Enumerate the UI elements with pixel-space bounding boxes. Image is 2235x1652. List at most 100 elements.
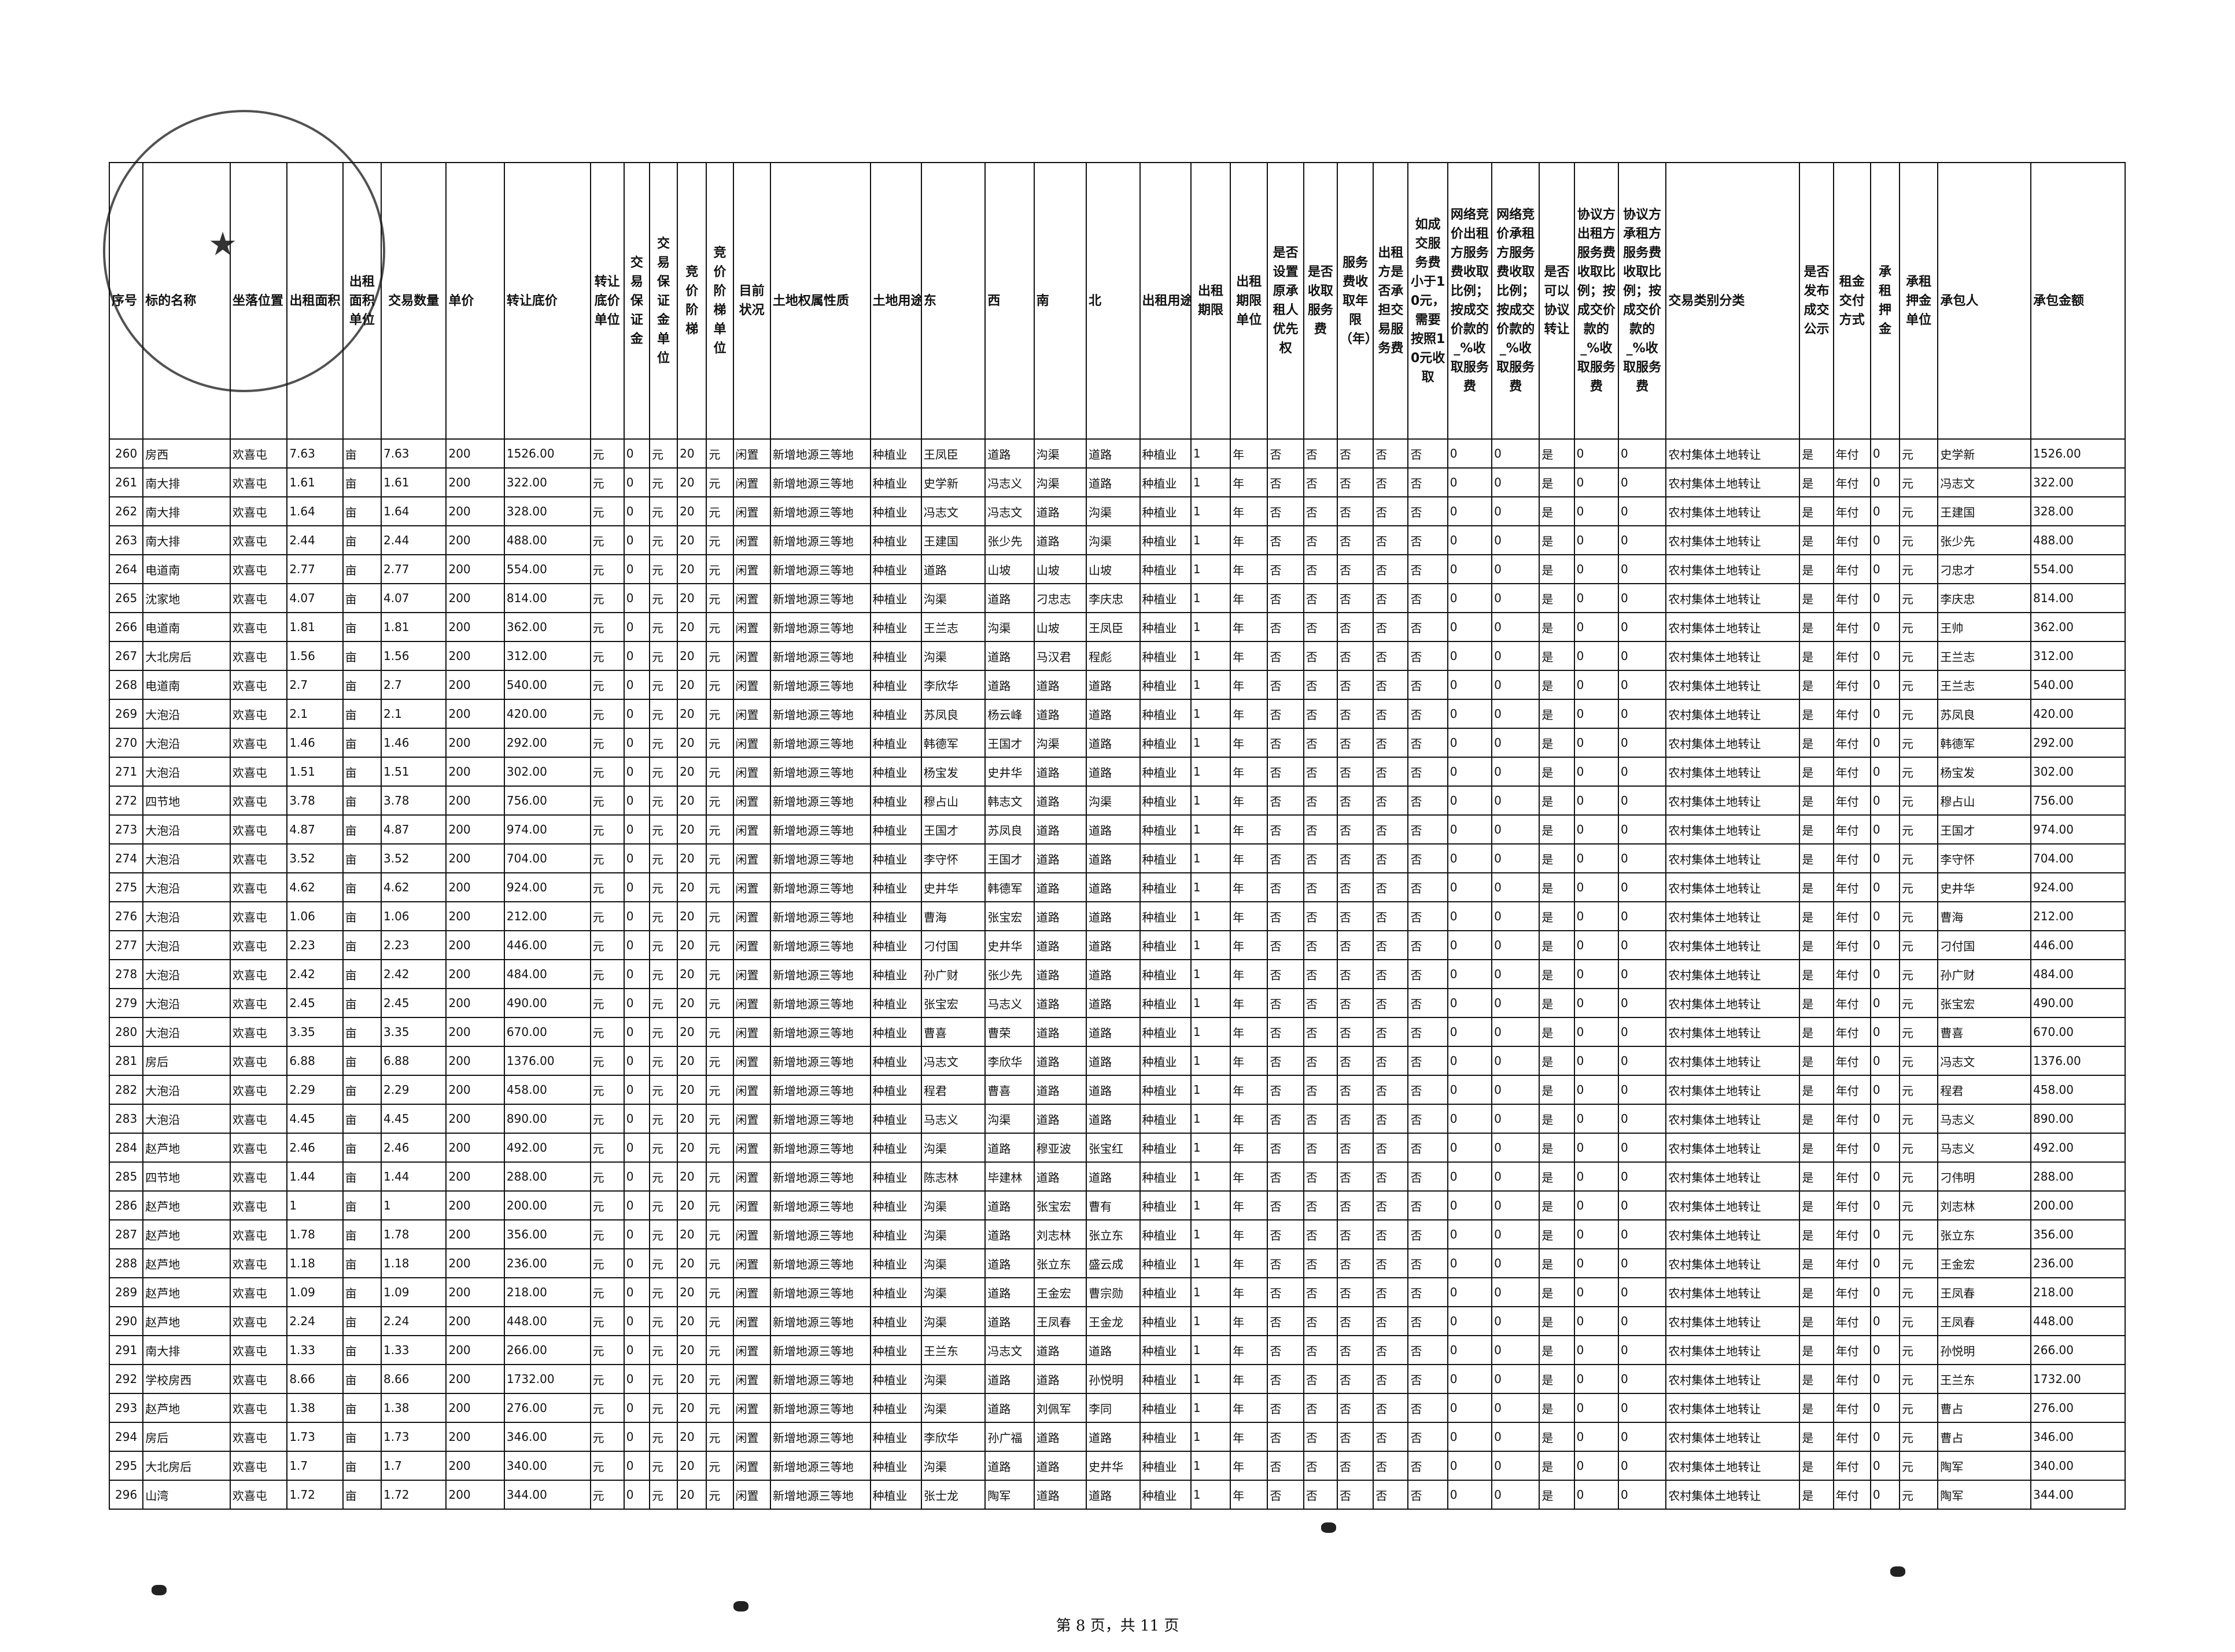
table-cell: 是 <box>1799 1451 1834 1481</box>
table-cell: 元 <box>706 1161 734 1192</box>
table-cell: 200 <box>445 1104 505 1134</box>
table-cell: 否 <box>1303 1306 1338 1336</box>
table-cell: 0 <box>1491 1422 1540 1452</box>
table-cell: 1 <box>1190 1219 1231 1249</box>
table-cell: 269 <box>108 699 144 729</box>
table-cell: 道路 <box>984 583 1035 613</box>
table-cell: 756.00 <box>503 786 591 816</box>
table-cell: 200 <box>445 814 505 845</box>
table-cell: 0 <box>1869 872 1901 902</box>
table-cell: 0 <box>1869 786 1901 816</box>
table-cell: 道路 <box>1033 1335 1087 1365</box>
table-row: 270 大泡沿 欢喜屯 1.46 亩 1.46 200 292.00 元 0 元 20 元闲置 新增地源三… <box>108 728 2126 758</box>
table-cell: 元 <box>589 728 625 758</box>
table-cell: 赵芦地 <box>142 1306 231 1336</box>
table-cell: 0 <box>1491 872 1540 902</box>
table-cell: 200 <box>445 728 505 758</box>
table-cell: 1.51 <box>286 757 344 787</box>
table-cell: 杨宝发 <box>920 757 986 787</box>
table-cell: 2.7 <box>286 670 344 700</box>
table-cell: 程彪 <box>1086 641 1141 671</box>
table-cell: 272 <box>108 786 144 816</box>
table-cell: 否 <box>1336 1248 1374 1278</box>
table-cell: 否 <box>1336 843 1374 873</box>
table-cell: 492.00 <box>503 1133 591 1163</box>
table-cell: 否 <box>1336 1133 1374 1163</box>
table-row: 278 大泡沿 欢喜屯 2.42 亩 2.42 200 484.00 元 0 元 20 元闲置 新增地源三… <box>108 959 2126 989</box>
table-cell: 年 <box>1230 670 1268 700</box>
table-cell: 赵芦地 <box>142 1190 231 1220</box>
table-cell: 否 <box>1267 988 1304 1018</box>
table-cell: 道路 <box>1086 670 1141 700</box>
table-cell: 元 <box>1899 496 1939 526</box>
table-cell: 元 <box>648 612 678 642</box>
table-cell: 年付 <box>1832 930 1871 960</box>
table-cell: 新增地源三等地 <box>769 901 871 931</box>
column-header: 标的名称 <box>142 162 231 440</box>
table-cell: 元 <box>706 583 734 613</box>
table-cell: 闲置 <box>732 757 771 787</box>
table-cell: 年 <box>1230 438 1268 469</box>
table-cell: 否 <box>1303 814 1338 845</box>
table-cell: 种植业 <box>869 988 922 1018</box>
table-cell: 200 <box>445 1219 505 1249</box>
table-cell: 200 <box>445 872 505 902</box>
table-cell: 否 <box>1373 1046 1409 1076</box>
table-cell: 否 <box>1373 1393 1409 1423</box>
table-cell: 20 <box>677 496 707 526</box>
table-cell: 是 <box>1799 959 1834 989</box>
table-cell: 农村集体土地转让 <box>1665 467 1801 497</box>
table-cell: 道路 <box>1033 1046 1087 1076</box>
table-cell: 元 <box>648 959 678 989</box>
table-cell: 盛云成 <box>1086 1248 1141 1278</box>
table-cell: 冯志文 <box>920 496 986 526</box>
table-cell: 1 <box>1190 814 1231 845</box>
table-cell: 286 <box>108 1190 144 1220</box>
table-cell: 3.78 <box>380 786 447 816</box>
table-cell: 元 <box>1899 699 1939 729</box>
table-cell: 亩 <box>342 1104 382 1134</box>
table-cell: 否 <box>1407 988 1448 1018</box>
table-cell: 否 <box>1267 901 1304 931</box>
table-cell: 农村集体土地转让 <box>1665 583 1801 613</box>
table-cell: 1.56 <box>380 641 447 671</box>
table-cell: 闲置 <box>732 554 771 584</box>
table-cell: 元 <box>589 872 625 902</box>
table-cell: 陶军 <box>1937 1451 2032 1481</box>
table-cell: 670.00 <box>503 1017 591 1047</box>
table-cell: 元 <box>589 1133 625 1163</box>
table-cell: 0 <box>1869 670 1901 700</box>
table-cell: 0 <box>1447 1393 1493 1423</box>
table-cell: 是 <box>1539 467 1575 497</box>
table-cell: 否 <box>1407 554 1448 584</box>
table-cell: 元 <box>589 670 625 700</box>
table-cell: 农村集体土地转让 <box>1665 612 1801 642</box>
table-cell: 元 <box>589 699 625 729</box>
column-header: 交易保证金单位 <box>648 162 678 440</box>
table-cell: 是 <box>1799 1075 1834 1105</box>
table-cell: 毕建林 <box>984 1161 1035 1192</box>
table-cell: 欢喜屯 <box>229 930 288 960</box>
table-cell: 冯志文 <box>1937 467 2032 497</box>
table-cell: 冯志文 <box>984 1335 1035 1365</box>
table-cell: 是 <box>1539 786 1575 816</box>
table-cell: 山坡 <box>1033 554 1087 584</box>
table-cell: 274 <box>108 843 144 873</box>
table-cell: 0 <box>1869 843 1901 873</box>
table-cell: 420.00 <box>503 699 591 729</box>
table-cell: 元 <box>706 786 734 816</box>
table-cell: 王凤春 <box>1033 1306 1087 1336</box>
table-cell: 年 <box>1230 1075 1268 1105</box>
table-cell: 0 <box>1573 1393 1620 1423</box>
table-cell: 0 <box>1491 1017 1540 1047</box>
table-cell: 0 <box>1617 1248 1667 1278</box>
table-cell: 否 <box>1373 554 1409 584</box>
table-cell: 0 <box>1617 872 1667 902</box>
table-cell: 1.7 <box>380 1451 447 1481</box>
table-cell: 年 <box>1230 1277 1268 1307</box>
table-cell: 种植业 <box>1139 583 1192 613</box>
table-cell: 0 <box>1869 959 1901 989</box>
table-cell: 276.00 <box>2030 1393 2126 1423</box>
table-cell: 年付 <box>1832 670 1871 700</box>
table-cell: 是 <box>1539 1393 1575 1423</box>
